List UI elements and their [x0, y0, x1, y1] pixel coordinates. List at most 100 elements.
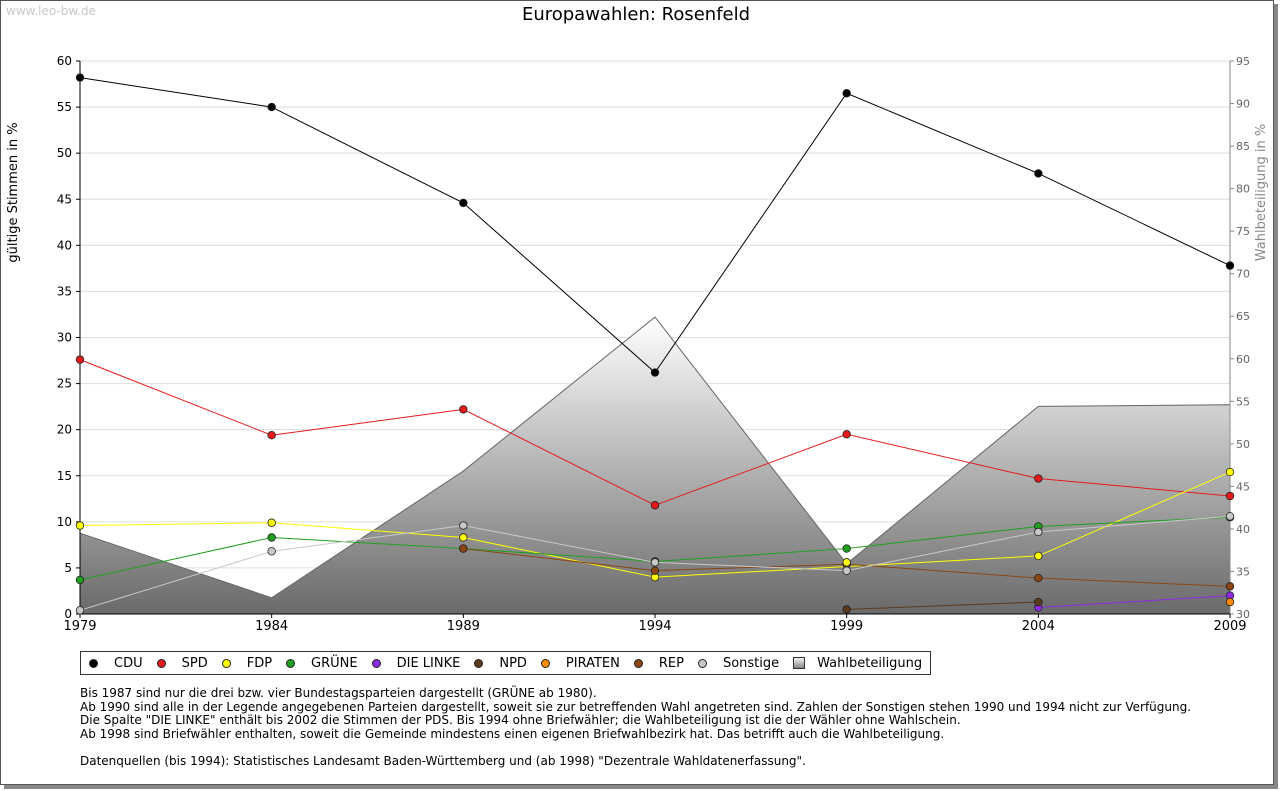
data-point-spd	[1034, 474, 1043, 483]
y2-tick-label: 95	[1236, 55, 1250, 68]
y2-tick-label: 50	[1236, 438, 1250, 451]
data-point-spd	[650, 501, 660, 510]
y-tick-label: 20	[57, 423, 72, 437]
data-point-spd	[459, 405, 468, 414]
y2-tick-label: 75	[1236, 225, 1250, 238]
legend-marker	[633, 658, 643, 668]
legend-item: DIE LINKE	[371, 655, 461, 671]
x-tick-label: 1994	[638, 619, 671, 634]
data-point-cdu	[1225, 261, 1235, 270]
legend-item: Wahlbeteiligung	[793, 656, 922, 671]
note-line: Ab 1998 sind Briefwähler enthalten, sowe…	[80, 726, 945, 741]
data-point-fdp	[1225, 467, 1235, 477]
data-point-sonstige	[842, 566, 851, 575]
legend-marker	[156, 658, 166, 668]
legend-item: NPD	[474, 656, 527, 671]
y2-tick-label: 60	[1236, 353, 1250, 366]
data-point-cdu	[459, 198, 468, 208]
legend-item: SPD	[156, 655, 208, 671]
legend-marker	[474, 658, 484, 668]
y2-tick-label: 85	[1236, 140, 1250, 153]
y2-tick-label: 55	[1236, 395, 1250, 408]
data-point-spd	[267, 430, 276, 440]
legend-marker	[371, 658, 381, 668]
y2-tick-label: 70	[1236, 268, 1250, 281]
y-tick-label: 50	[57, 146, 72, 160]
data-point-grüne	[842, 544, 851, 553]
data-point-grüne	[75, 575, 85, 585]
data-point-npd	[842, 605, 851, 614]
y2-tick-label: 35	[1236, 565, 1250, 578]
y-tick-label: 45	[57, 192, 72, 206]
y2-tick-label: 45	[1236, 480, 1250, 493]
data-point-cdu	[75, 73, 85, 82]
legend-item: REP	[633, 655, 684, 671]
legend-label: FDP	[246, 655, 273, 671]
data-point-sonstige	[267, 547, 276, 556]
data-point-spd	[1225, 491, 1235, 501]
chart-legend: CDU SPD FDP GRÜNE DIE LINKE NPD PIRATEN REP Sons…	[80, 651, 932, 675]
legend-item: GRÜNE	[286, 656, 358, 671]
x-tick-label: 2004	[1022, 619, 1055, 634]
data-point-cdu	[1034, 169, 1043, 178]
y2-tick-label: 90	[1236, 98, 1250, 111]
legend-item: CDU	[89, 656, 143, 671]
legend-label: GRÜNE	[311, 655, 358, 671]
y-tick-label: 25	[57, 377, 72, 391]
legend-label: Wahlbeteiligung	[817, 655, 923, 671]
legend-marker	[697, 658, 707, 668]
y2-tick-label: 40	[1236, 523, 1250, 536]
data-point-fdp	[459, 533, 468, 542]
y-tick-label: 40	[57, 238, 72, 252]
legend-label: CDU	[114, 655, 143, 671]
legend-marker	[221, 658, 231, 668]
data-point-fdp	[75, 521, 85, 530]
y-tick-label: 0	[64, 607, 72, 621]
y-tick-label: 55	[57, 100, 72, 114]
y2-tick-label: 65	[1236, 310, 1250, 323]
data-point-rep	[1034, 573, 1043, 583]
data-point-sonstige	[459, 521, 468, 530]
legend-item: Sonstige	[697, 655, 780, 671]
data-point-fdp	[1034, 551, 1043, 561]
legend-label: DIE LINKE	[396, 655, 461, 671]
sources-line: Datenquellen (bis 1994): Statistisches L…	[80, 753, 806, 768]
legend-item: FDP	[221, 655, 273, 671]
series-line-die-linke	[1038, 595, 1231, 609]
data-point-cdu	[267, 102, 276, 112]
x-tick-label: 1989	[447, 619, 480, 634]
legend-label: Sonstige	[722, 655, 780, 671]
data-point-rep	[1225, 582, 1235, 591]
series-line-fdp	[79, 471, 1231, 578]
legend-marker	[89, 658, 98, 668]
data-point-sonstige	[650, 558, 660, 567]
y-tick-label: 15	[57, 469, 72, 483]
legend-item: PIRATEN	[540, 656, 620, 671]
data-point-cdu	[842, 89, 851, 98]
data-point-fdp	[842, 558, 851, 567]
data-point-npd	[1034, 597, 1043, 607]
y-tick-label: 10	[57, 515, 72, 529]
data-point-spd	[75, 355, 85, 364]
data-point-rep	[459, 544, 468, 553]
y2-axis-label: Wahlbeteiligung in %	[1254, 124, 1269, 261]
legend-label: SPD	[181, 655, 208, 671]
chart-title: Europawahlen: Rosenfeld	[521, 4, 751, 25]
data-point-sonstige	[75, 606, 85, 615]
chart-notes: Bis 1987 sind nur die drei bzw. vier Bun…	[80, 686, 1191, 768]
data-point-sonstige	[1225, 512, 1235, 521]
x-tick-label: 1999	[830, 619, 863, 634]
y2-tick-label: 80	[1236, 183, 1250, 196]
x-tick-label: 2009	[1213, 619, 1246, 634]
x-tick-label: 1984	[255, 619, 288, 634]
note-line: Die Spalte "DIE LINKE" enthält bis 2002 …	[80, 713, 961, 727]
data-point-cdu	[650, 368, 660, 377]
y-tick-label: 60	[57, 54, 72, 68]
data-point-sonstige	[1034, 527, 1043, 537]
watermark: www.leo-bw.de	[6, 4, 96, 18]
legend-label: REP	[658, 655, 684, 671]
legend-marker	[286, 658, 296, 668]
legend-marker	[793, 657, 806, 669]
y2-tick-label: 30	[1236, 608, 1250, 621]
